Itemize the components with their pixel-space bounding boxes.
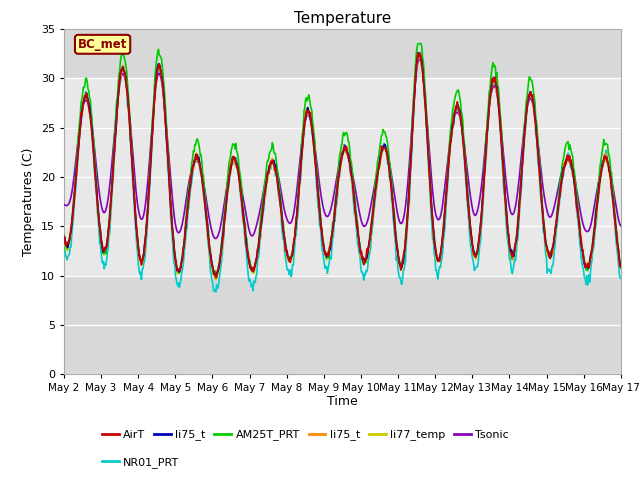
- Bar: [64, 78, 621, 276]
- Text: BC_met: BC_met: [78, 38, 127, 51]
- Y-axis label: Temperatures (C): Temperatures (C): [22, 147, 35, 256]
- Legend: NR01_PRT: NR01_PRT: [97, 453, 184, 472]
- Title: Temperature: Temperature: [294, 11, 391, 26]
- X-axis label: Time: Time: [327, 395, 358, 408]
